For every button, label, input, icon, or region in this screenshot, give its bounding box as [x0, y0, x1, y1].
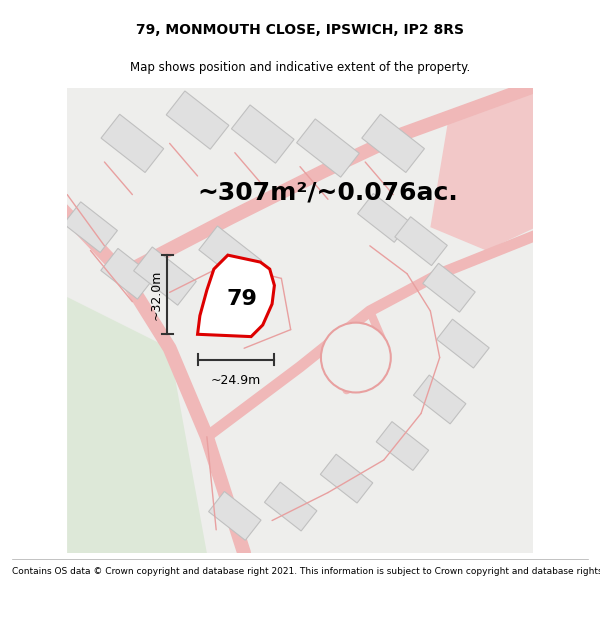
Circle shape [321, 322, 391, 392]
Polygon shape [134, 247, 196, 305]
Text: Map shows position and indicative extent of the property.: Map shows position and indicative extent… [130, 61, 470, 74]
Polygon shape [64, 202, 118, 252]
Polygon shape [413, 375, 466, 424]
Polygon shape [101, 248, 155, 299]
Polygon shape [430, 78, 556, 251]
Polygon shape [358, 194, 410, 242]
Polygon shape [296, 119, 359, 177]
Polygon shape [166, 91, 229, 149]
Polygon shape [67, 297, 207, 553]
Polygon shape [101, 114, 164, 172]
Polygon shape [199, 226, 262, 284]
Polygon shape [320, 454, 373, 503]
Text: 79, MONMOUTH CLOSE, IPSWICH, IP2 8RS: 79, MONMOUTH CLOSE, IPSWICH, IP2 8RS [136, 23, 464, 37]
Text: 79: 79 [226, 289, 257, 309]
Polygon shape [232, 105, 294, 163]
Text: ~32.0m: ~32.0m [149, 269, 162, 320]
Polygon shape [362, 114, 424, 172]
Polygon shape [209, 491, 261, 540]
Polygon shape [265, 482, 317, 531]
Text: Contains OS data © Crown copyright and database right 2021. This information is : Contains OS data © Crown copyright and d… [12, 568, 600, 576]
Text: ~24.9m: ~24.9m [211, 374, 261, 388]
Polygon shape [197, 255, 274, 337]
Polygon shape [423, 263, 475, 312]
Polygon shape [437, 319, 489, 368]
Polygon shape [376, 422, 428, 471]
Text: ~307m²/~0.076ac.: ~307m²/~0.076ac. [197, 180, 458, 204]
Polygon shape [395, 217, 447, 266]
